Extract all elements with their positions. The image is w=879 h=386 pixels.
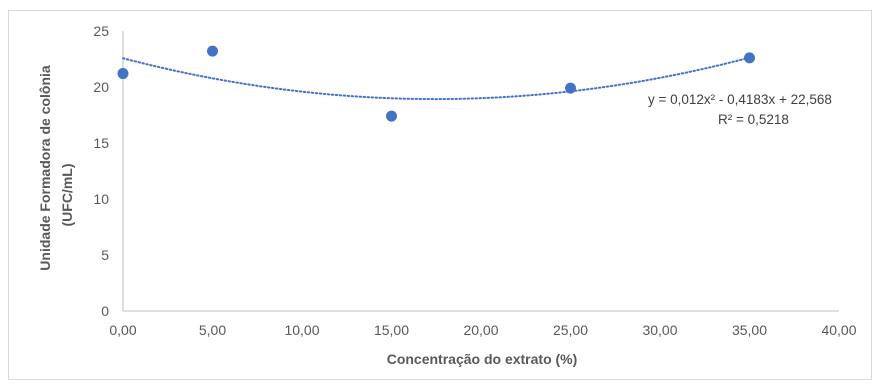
data-point xyxy=(386,110,397,122)
data-point xyxy=(744,52,755,64)
x-tick-label: 20,00 xyxy=(463,322,498,338)
trendline-equation: y = 0,012x² - 0,4183x + 22,568 xyxy=(648,92,832,107)
x-tick-label: 40,00 xyxy=(821,322,856,338)
x-axis-label: Concentração do extrato (%) xyxy=(387,351,578,367)
tick-labels: 0 5 10 15 20 25 0,00 5,00 10,00 15,00 20,00 25,00 30… xyxy=(93,23,856,338)
data-point xyxy=(117,68,129,80)
y-tick-label: 20 xyxy=(93,79,109,95)
data-point xyxy=(565,82,576,94)
trendline-r-squared: R² = 0,5218 xyxy=(718,112,789,127)
x-tick-label: 5,00 xyxy=(199,322,226,338)
x-tick-label: 15,00 xyxy=(374,322,409,338)
x-tick-label: 30,00 xyxy=(642,322,677,338)
x-tick-label: 0,00 xyxy=(109,322,136,338)
chart-border xyxy=(8,10,872,380)
trendline-layer xyxy=(122,56,751,101)
x-tick-label: 25,00 xyxy=(553,322,588,338)
y-tick-label: 10 xyxy=(93,191,109,207)
y-tick-label: 0 xyxy=(101,303,109,319)
x-tick-label: 10,00 xyxy=(284,322,319,338)
data-point xyxy=(207,45,218,57)
y-tick-label: 15 xyxy=(93,135,109,151)
y-axis-label-line1: Unidade Formadora de colônia xyxy=(37,65,53,271)
x-tick-label: 35,00 xyxy=(732,322,767,338)
y-tick-label: 5 xyxy=(101,247,109,263)
data-points xyxy=(117,45,755,122)
y-tick-label: 25 xyxy=(93,23,109,39)
axes-layer xyxy=(122,31,839,312)
y-axis-label-line2: (UFC/mL) xyxy=(59,164,75,227)
trendline xyxy=(122,56,751,101)
